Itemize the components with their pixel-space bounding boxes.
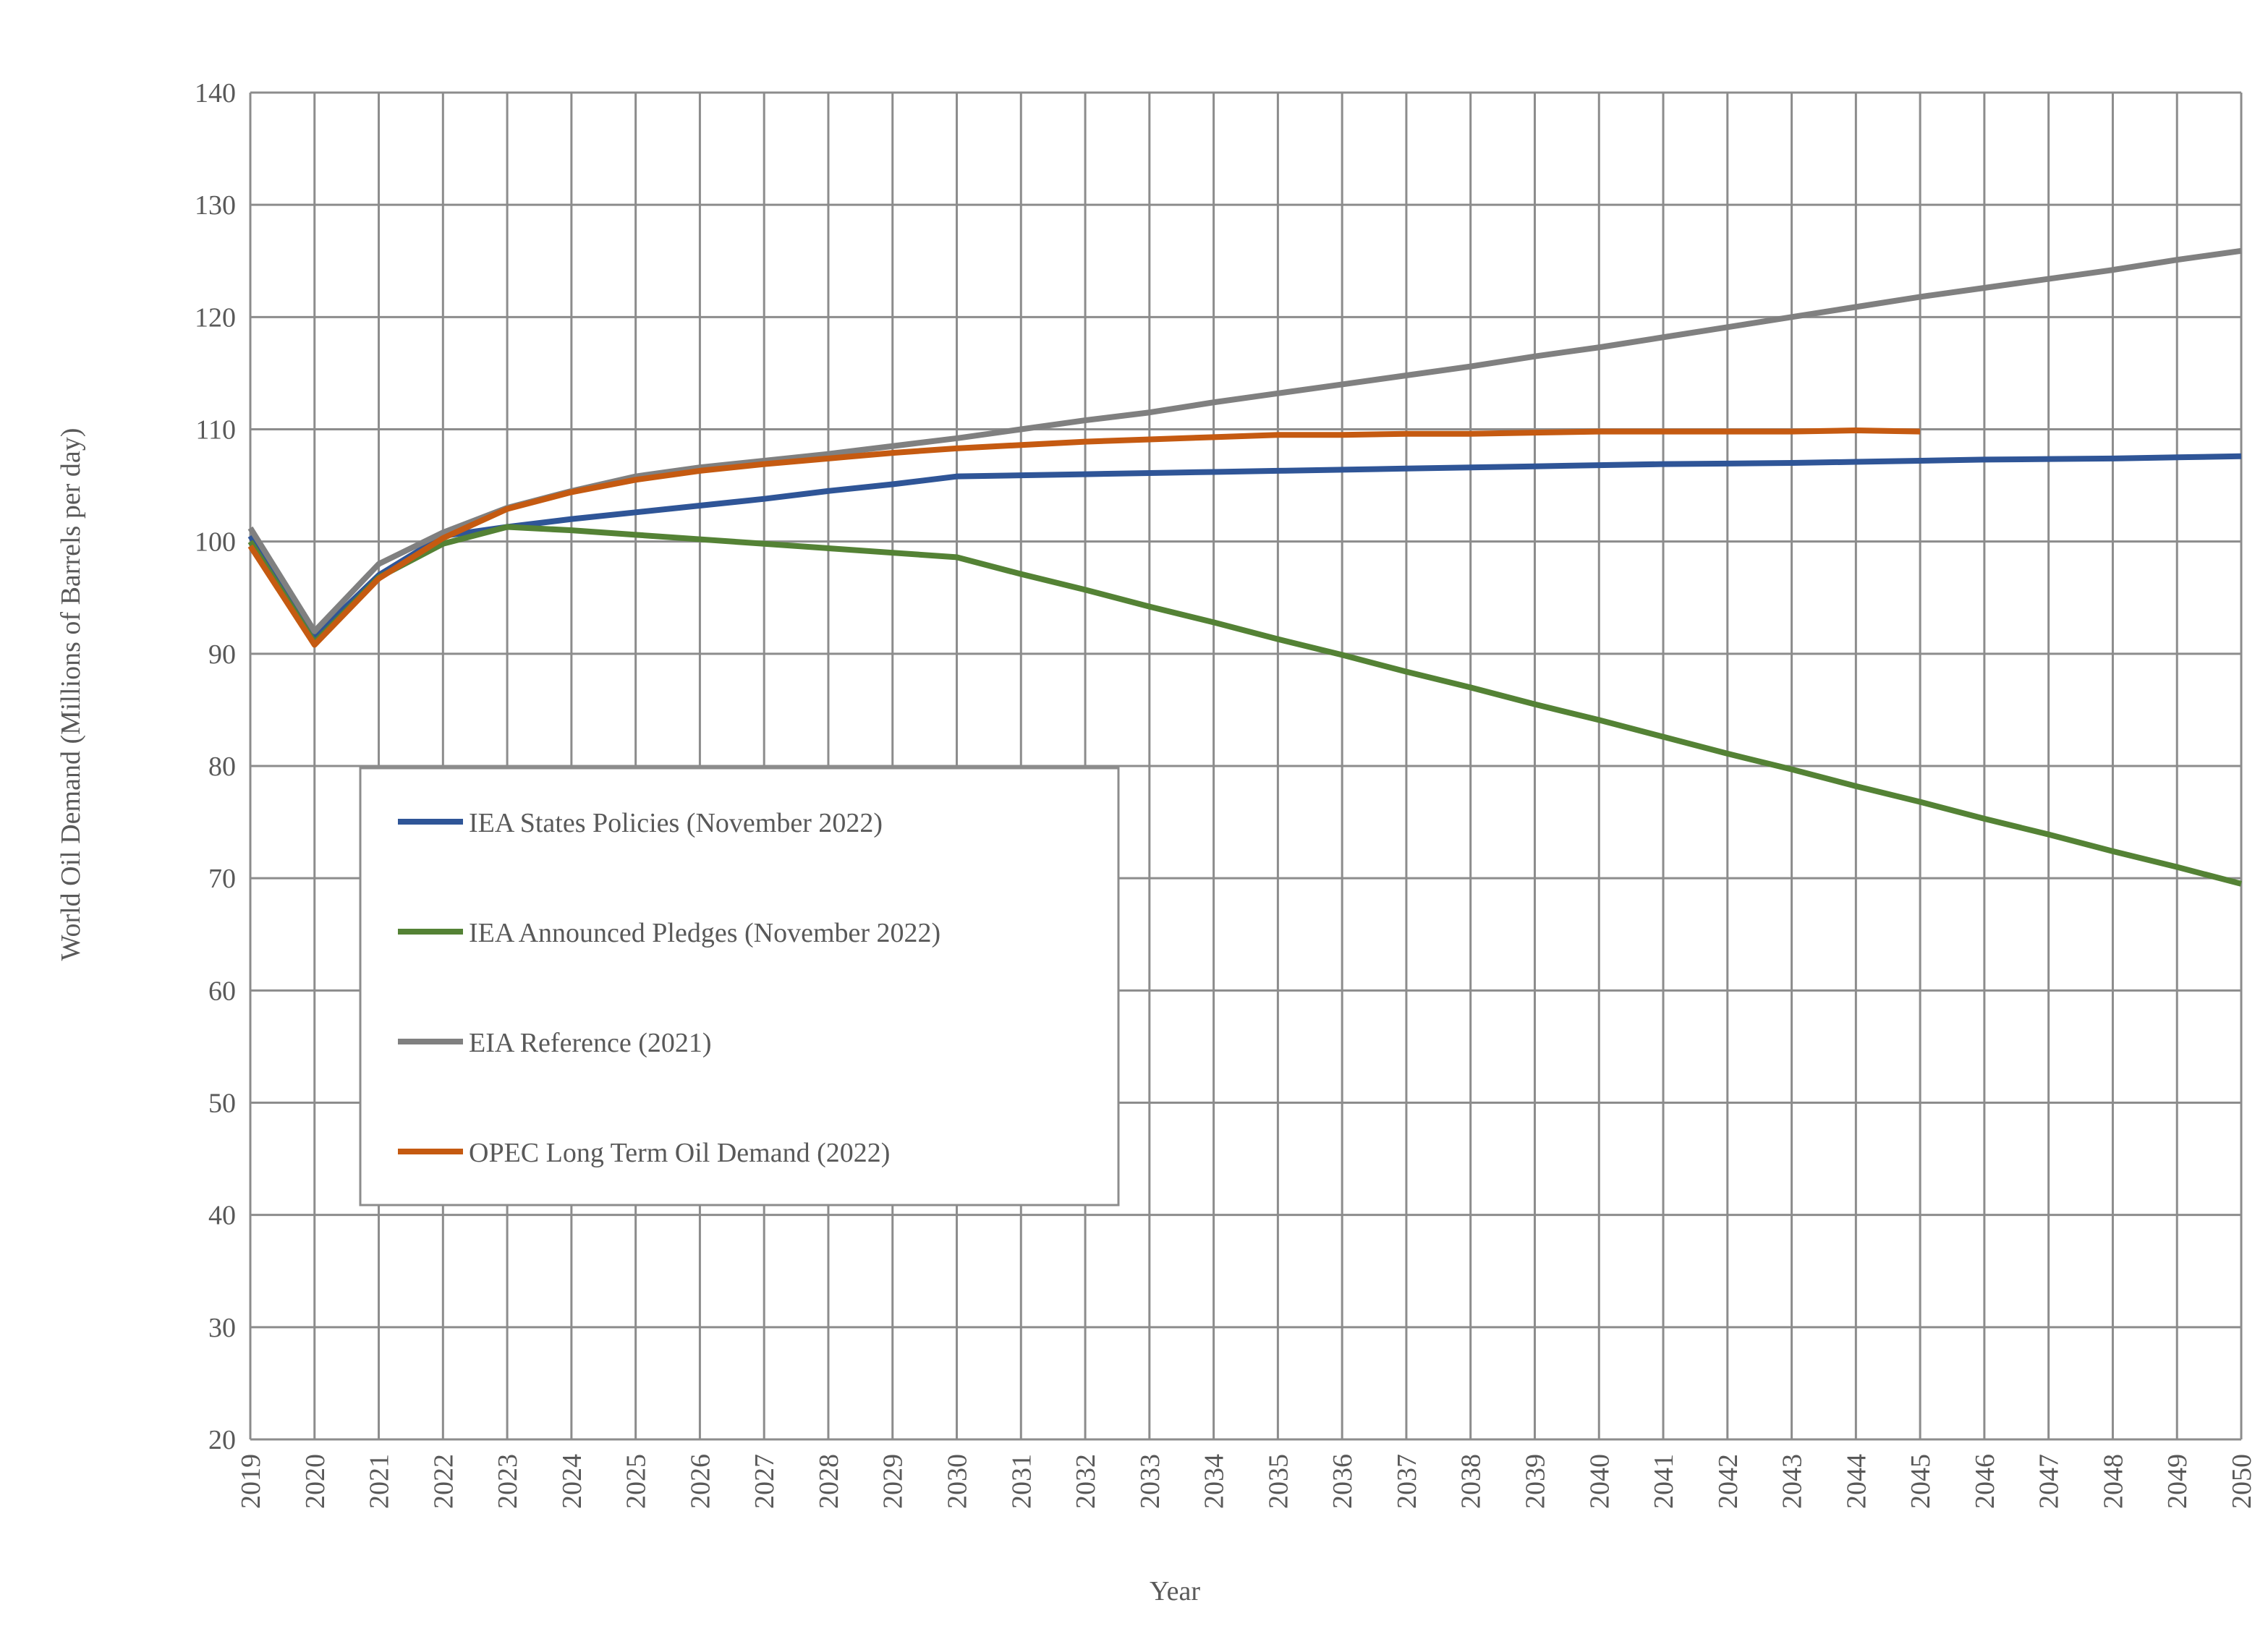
- series-line: [247, 453, 2242, 640]
- y-tick-label: 130: [195, 190, 236, 221]
- x-tick-label: 2039: [1520, 1454, 1550, 1509]
- x-tick-label: 2019: [236, 1454, 266, 1509]
- y-tick-label: 60: [208, 976, 236, 1006]
- series-line: [247, 524, 2243, 887]
- x-tick-label: 2038: [1456, 1454, 1487, 1509]
- series-line: [247, 247, 2242, 634]
- y-tick-label: 20: [208, 1425, 236, 1455]
- x-tick-label: 2024: [557, 1454, 587, 1509]
- legend-label: OPEC Long Term Oil Demand (2022): [469, 1138, 890, 1168]
- x-tick-label: 2025: [621, 1454, 652, 1509]
- x-tick-label: 2031: [1006, 1454, 1037, 1509]
- y-tick-label: 110: [195, 415, 236, 446]
- legend-label: IEA Announced Pledges (November 2022): [469, 918, 940, 948]
- y-tick-label: 100: [195, 527, 236, 558]
- legend-label: EIA Reference (2021): [469, 1028, 712, 1058]
- x-tick-label: 2033: [1135, 1454, 1165, 1509]
- x-tick-label: 2043: [1778, 1454, 1808, 1509]
- x-tick-label: 2048: [2098, 1454, 2128, 1509]
- x-tick-label: 2050: [2227, 1454, 2257, 1509]
- y-axis-label: World Oil Demand (Millions of Barrels pe…: [56, 428, 86, 961]
- x-tick-label: 2037: [1392, 1454, 1422, 1509]
- x-tick-label: 2042: [1713, 1454, 1744, 1509]
- x-tick-label: 2032: [1071, 1454, 1101, 1509]
- x-tick-label: 2026: [685, 1454, 715, 1509]
- series-line: [247, 427, 1921, 648]
- x-tick-label: 2045: [1906, 1454, 1936, 1509]
- y-tick-label: 50: [208, 1089, 236, 1119]
- legend-box: [359, 767, 1120, 1206]
- x-tick-label: 2040: [1584, 1454, 1615, 1509]
- x-tick-label: 2021: [365, 1454, 395, 1509]
- y-tick-label: 30: [208, 1313, 236, 1343]
- x-tick-label: 2023: [493, 1454, 523, 1509]
- legend-label: IEA States Policies (November 2022): [469, 808, 883, 838]
- x-tick-label: 2041: [1649, 1454, 1679, 1509]
- x-axis-label: Year: [1150, 1576, 1200, 1606]
- y-tick-label: 70: [208, 864, 236, 894]
- x-tick-label: 2027: [749, 1454, 780, 1509]
- x-tick-label: 2035: [1263, 1454, 1294, 1509]
- x-tick-label: 2046: [1970, 1454, 2000, 1509]
- y-tick-label: 90: [208, 639, 236, 670]
- x-tick-label: 2044: [1841, 1454, 1872, 1509]
- x-tick-label: 2022: [428, 1454, 459, 1509]
- x-tick-label: 2029: [878, 1454, 909, 1509]
- y-tick-label: 80: [208, 752, 236, 782]
- y-tick-label: 120: [195, 302, 236, 333]
- x-tick-label: 2036: [1328, 1454, 1358, 1509]
- x-tick-label: 2049: [2162, 1454, 2193, 1509]
- y-tick-label: 140: [195, 78, 236, 108]
- x-tick-label: 2047: [2034, 1454, 2065, 1509]
- x-tick-label: 2028: [814, 1454, 844, 1509]
- x-tick-label: 2020: [300, 1454, 331, 1509]
- x-tick-label: 2034: [1199, 1454, 1230, 1509]
- x-tick-label: 2030: [943, 1454, 973, 1509]
- y-tick-label: 40: [208, 1201, 236, 1231]
